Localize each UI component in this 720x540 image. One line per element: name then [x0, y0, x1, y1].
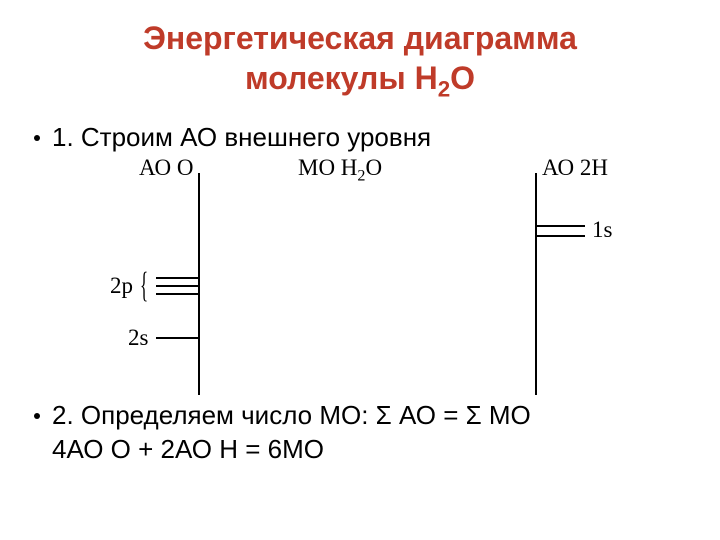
bullet-1-text: 1. Строим АО внешнего уровня	[52, 121, 431, 155]
level-o_2s	[156, 337, 198, 339]
energy-diagram: АО О МО Н2О АО 2Н 1s 2p 2s {	[80, 155, 640, 395]
title-line2-prefix: молекулы Н	[245, 60, 438, 96]
title-line2-suffix: О	[450, 60, 475, 96]
label-mo-h2o: МО Н2О	[298, 155, 382, 186]
page-title: Энергетическая диаграмма молекулы Н2О	[0, 0, 720, 103]
brace-2p: {	[140, 265, 148, 307]
level-o_2p_2	[156, 285, 198, 287]
bullet-2-row: 2. Определяем число МО: Σ АО = Σ МО	[0, 399, 720, 433]
level-o_2p_3	[156, 293, 198, 295]
label-ao-2h: АО 2Н	[542, 155, 608, 181]
label-1s: 1s	[592, 217, 612, 243]
bullet-2-text: 2. Определяем число МО: Σ АО = Σ МО	[52, 399, 531, 433]
axis-right	[535, 173, 537, 395]
bullet-dot	[34, 135, 40, 141]
label-2p: 2p	[110, 273, 133, 299]
axis-left	[198, 173, 200, 395]
level-h_1s_2	[537, 235, 585, 237]
bullet-dot	[34, 413, 40, 419]
label-2s: 2s	[128, 325, 148, 351]
title-line1: Энергетическая диаграмма	[143, 20, 577, 56]
level-o_2p_1	[156, 277, 198, 279]
label-ao-o: АО О	[139, 155, 193, 181]
bullet-2-line2: 4АО О + 2АО Н = 6МО	[0, 433, 720, 467]
bullet-1-row: 1. Строим АО внешнего уровня	[0, 121, 720, 155]
title-line2-sub: 2	[438, 76, 450, 101]
level-h_1s_1	[537, 225, 585, 227]
